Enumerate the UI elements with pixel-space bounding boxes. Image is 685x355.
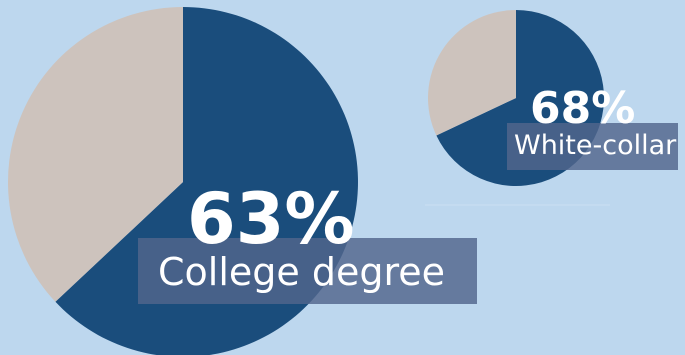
college-degree-percent-label: 63% — [187, 178, 355, 260]
white-collar-caption: White-collar — [514, 130, 677, 161]
white-collar-percent-label: 68% — [530, 83, 636, 134]
college-degree-label-box — [138, 238, 477, 304]
college-degree-caption: College degree — [158, 250, 446, 294]
pie-1-slice-remainder — [428, 10, 516, 136]
pie-0-slice-remainder — [7, 7, 183, 302]
white-collar-label-box — [507, 123, 678, 170]
